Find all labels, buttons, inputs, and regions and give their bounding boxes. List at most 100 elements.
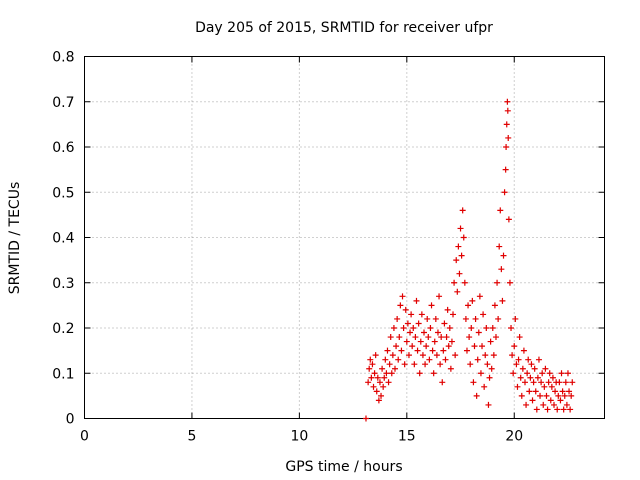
data-point [554, 406, 561, 413]
data-point [526, 388, 533, 395]
data-point [523, 401, 530, 408]
data-point [514, 383, 521, 390]
data-point [518, 392, 525, 399]
data-point [558, 370, 565, 377]
data-point [516, 334, 523, 341]
data-point [362, 415, 369, 422]
y-tick-label: 0.7 [52, 95, 74, 111]
data-point [407, 329, 414, 336]
data-point [433, 352, 440, 359]
data-point [443, 334, 450, 341]
data-point [475, 329, 482, 336]
data-point [469, 297, 476, 304]
data-point [485, 401, 492, 408]
data-point [486, 374, 493, 381]
data-point [424, 315, 431, 322]
data-point [498, 266, 505, 273]
data-point [408, 311, 415, 318]
y-tick-label: 0.8 [52, 50, 74, 66]
data-point [552, 388, 559, 395]
data-point [453, 257, 460, 264]
data-point [452, 352, 459, 359]
data-point [451, 279, 458, 286]
data-point [459, 207, 466, 214]
y-tick-label: 0.2 [52, 321, 74, 337]
data-point [442, 356, 449, 363]
data-point [397, 302, 404, 309]
data-point [569, 379, 576, 386]
data-point [401, 361, 408, 368]
data-point [548, 383, 555, 390]
data-point [376, 379, 383, 386]
data-point [519, 365, 526, 372]
x-tick-labels: 0 5 10 15 20 [80, 429, 523, 445]
data-point [549, 374, 556, 381]
x-tick-label: 5 [187, 429, 196, 445]
data-point [382, 356, 389, 363]
data-point [461, 279, 468, 286]
data-point [515, 356, 522, 363]
data-point [544, 406, 551, 413]
x-axis-label: GPS time / hours [285, 459, 402, 475]
data-point [513, 361, 520, 368]
data-point [421, 329, 428, 336]
data-point [385, 379, 392, 386]
data-point [468, 325, 475, 331]
data-point [538, 379, 545, 386]
data-point [366, 365, 373, 372]
data-point [403, 338, 410, 345]
data-point [547, 397, 554, 404]
data-point [400, 325, 407, 331]
data-point [457, 225, 464, 232]
data-point [431, 338, 438, 345]
data-point [448, 338, 455, 345]
data-point [463, 347, 470, 354]
data-point [369, 361, 376, 368]
data-point [477, 370, 484, 377]
plot-frame [84, 56, 605, 419]
data-point [374, 374, 381, 381]
data-point [426, 356, 433, 363]
data-point [555, 392, 562, 399]
data-point [399, 293, 406, 300]
data-point [542, 365, 549, 372]
data-point [491, 302, 498, 309]
data-point [532, 388, 539, 395]
data-point [429, 347, 436, 354]
data-point [466, 334, 473, 341]
data-point [502, 166, 509, 173]
data-point [539, 370, 546, 377]
data-point [418, 311, 425, 318]
data-point [563, 401, 570, 408]
data-point [446, 325, 453, 331]
data-point [483, 325, 490, 331]
y-tick-labels: 0 0.1 0.2 0.3 0.4 0.5 0.6 0.7 0.8 [52, 50, 74, 428]
data-point [530, 379, 537, 386]
data-point [450, 311, 457, 318]
data-point [456, 270, 463, 277]
data-point [438, 334, 445, 341]
data-point [517, 374, 524, 381]
data-point [473, 392, 480, 399]
data-point [484, 361, 491, 368]
data-point [556, 379, 563, 386]
data-point [367, 356, 374, 363]
data-point [389, 352, 396, 359]
data-point [511, 343, 518, 350]
data-point [510, 370, 517, 377]
data-point [417, 338, 424, 345]
data-point [416, 370, 423, 377]
data-point [383, 370, 390, 377]
data-point [402, 306, 409, 313]
data-point [415, 320, 422, 327]
data-point [371, 370, 378, 377]
data-point [470, 379, 477, 386]
y-gridlines [84, 101, 605, 374]
data-point [499, 297, 506, 304]
data-point [441, 320, 448, 327]
data-point [524, 370, 531, 377]
data-point [454, 288, 461, 295]
data-point [467, 361, 474, 368]
data-point [434, 329, 441, 336]
x-gridlines [191, 56, 515, 419]
